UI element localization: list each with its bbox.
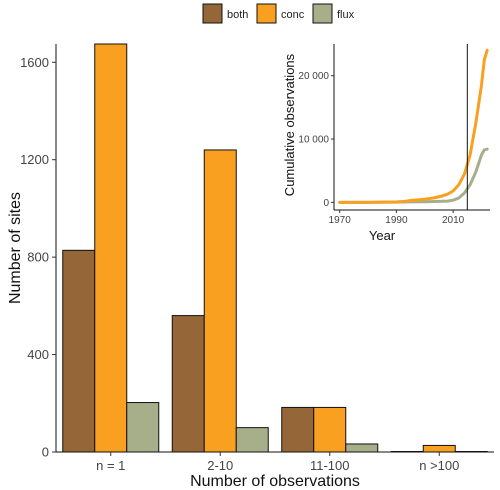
legend-swatch-flux: [312, 3, 333, 24]
legend-swatch-both: [202, 3, 223, 24]
inset-line-chart: 0 10 000 20 000 1970 1990 2010 Year Cumulative …: [282, 44, 490, 243]
inset-x-axis-label: Year: [369, 228, 396, 243]
inset-x-tick-label: 1990: [385, 215, 408, 226]
bar-conc-2: [313, 406, 347, 453]
bar-flux-1: [235, 427, 269, 453]
main-y-tick-label: 800: [27, 250, 49, 265]
main-x-axis-label: Number of observations: [190, 473, 360, 490]
legend: both conc flux: [202, 3, 355, 24]
bar-flux-2: [345, 443, 379, 453]
main-axes: 0 400 800 1200 1600 n = 1 2-10 11-100 n >100 Numb…: [7, 44, 494, 490]
main-x-tick-label: 11-100: [310, 458, 350, 473]
legend-label-flux: flux: [337, 9, 355, 21]
main-y-tick-label: 1600: [20, 55, 49, 70]
inset-x-tick-label: 1970: [329, 215, 352, 226]
inset-lines: [338, 44, 489, 210]
bar-conc-0: [94, 43, 128, 453]
main-x-tick-label: 2-10: [207, 458, 233, 473]
bar-both-1: [171, 315, 205, 453]
legend-swatch-conc: [256, 3, 277, 24]
inset-y-axis-label: Cumulative observations: [282, 53, 297, 196]
inset-y-tick-label: 0: [323, 198, 329, 209]
main-x-tick-label: n >100: [419, 458, 459, 473]
inset-line-conc: [338, 48, 489, 204]
bar-both-0: [62, 249, 96, 453]
bar-both-2: [281, 406, 315, 453]
bar-conc-1: [203, 149, 237, 453]
main-y-tick-label: 400: [27, 347, 49, 362]
legend-label-both: both: [227, 9, 248, 21]
main-x-tick-label: n = 1: [96, 458, 125, 473]
main-bars: [62, 43, 488, 453]
bar-conc-3: [422, 444, 456, 453]
inset-x-tick-label: 2010: [442, 215, 465, 226]
legend-label-conc: conc: [281, 9, 305, 21]
bar-flux-0: [126, 402, 160, 453]
main-bar-chart: 0 400 800 1200 1600 n = 1 2-10 11-100 n >100 Numb…: [7, 43, 494, 490]
inset-y-tick-label: 20 000: [298, 71, 329, 82]
inset-y-tick-label: 10 000: [298, 135, 329, 146]
inset-axes: 0 10 000 20 000 1970 1990 2010 Year Cumulative …: [282, 44, 490, 243]
main-y-axis-label: Number of sites: [7, 192, 24, 304]
main-y-tick-label: 1200: [20, 152, 49, 167]
main-y-tick-label: 0: [42, 445, 49, 460]
